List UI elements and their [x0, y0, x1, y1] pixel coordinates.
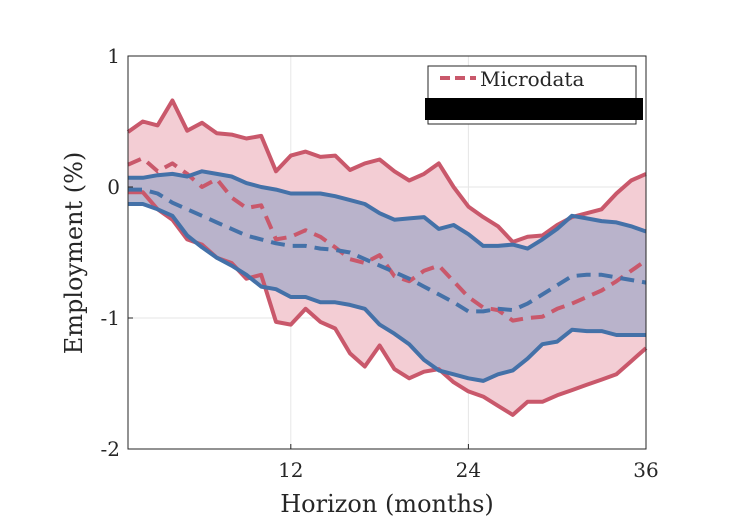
legend: Microdata [425, 65, 643, 125]
y-tick-label-1: 0 [107, 175, 120, 199]
x-tick-label-2: 36 [633, 458, 658, 482]
series-lines [126, 98, 648, 417]
legend-label-microdata: Microdata [480, 67, 584, 91]
y-axis-label: Employment (%) [60, 152, 88, 355]
x-axis-label: Horizon (months) [280, 490, 494, 518]
x-tick-label-0: 12 [278, 458, 303, 482]
axes-box [127, 55, 647, 450]
series-line-0 [127, 156, 648, 323]
band-upper-line-1 [128, 169, 647, 251]
y-tick-label-2: -1 [101, 306, 120, 330]
band-fill-1 [128, 171, 646, 381]
series-line-1 [128, 187, 647, 314]
legend-redaction-bar [425, 98, 643, 120]
tick-labels: 12 24 36 1 0 -1 -2 [101, 44, 659, 482]
band-lower-line-1 [128, 202, 646, 383]
x-tick-label-1: 24 [456, 458, 481, 482]
y-tick-label-0: 1 [107, 44, 120, 68]
confidence-bands [128, 100, 646, 415]
y-tick-label-3: -2 [101, 437, 120, 461]
band-upper-line-0 [126, 98, 647, 244]
